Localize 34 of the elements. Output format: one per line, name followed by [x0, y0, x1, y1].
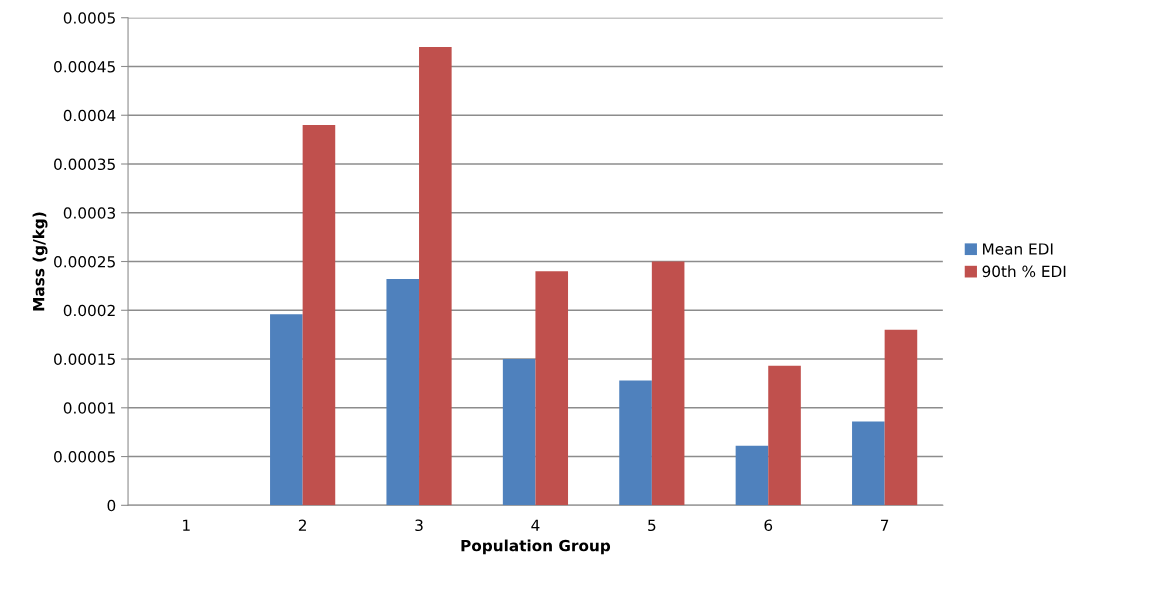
- bar: [735, 445, 769, 506]
- bar: [852, 421, 885, 506]
- y-tick-label: 0.0003: [63, 207, 116, 219]
- bar: [884, 329, 918, 506]
- bar: [386, 279, 420, 506]
- y-tick-label: 0: [107, 499, 116, 512]
- x-tick-label: 1: [183, 519, 190, 531]
- bar: [270, 314, 303, 506]
- y-tick-label: 0.00025: [54, 255, 115, 268]
- x-tick-label: 3: [415, 519, 423, 532]
- y-tick-label: 0.00005: [54, 451, 115, 463]
- legend-label: 90th % EDI: [982, 265, 1066, 278]
- x-tick-label: 7: [881, 519, 889, 531]
- y-tick-label: 0.00015: [54, 353, 115, 366]
- bar: [619, 380, 652, 506]
- x-axis-title: Population Group: [461, 539, 611, 555]
- y-tick-label: 0.00045: [54, 60, 115, 73]
- bar: [419, 46, 452, 506]
- x-tick-label: 6: [764, 519, 773, 532]
- x-tick-label: 5: [648, 519, 656, 532]
- bar: [651, 261, 685, 506]
- y-tick-label: 0.0004: [63, 109, 116, 122]
- y-tick-label: 0.0001: [63, 402, 115, 414]
- bar: [768, 365, 801, 506]
- bar: [502, 359, 536, 506]
- bar: [302, 125, 336, 506]
- bar: [535, 271, 569, 506]
- y-tick-label: 0.0005: [63, 12, 115, 24]
- y-axis-title: Mass (g/kg): [32, 212, 48, 311]
- x-tick-label: 2: [298, 519, 306, 531]
- y-tick-label: 0.0002: [63, 304, 115, 317]
- y-tick-label: 0.00035: [54, 158, 115, 171]
- legend-label: Mean EDI: [983, 243, 1053, 255]
- x-tick-label: 4: [531, 519, 540, 531]
